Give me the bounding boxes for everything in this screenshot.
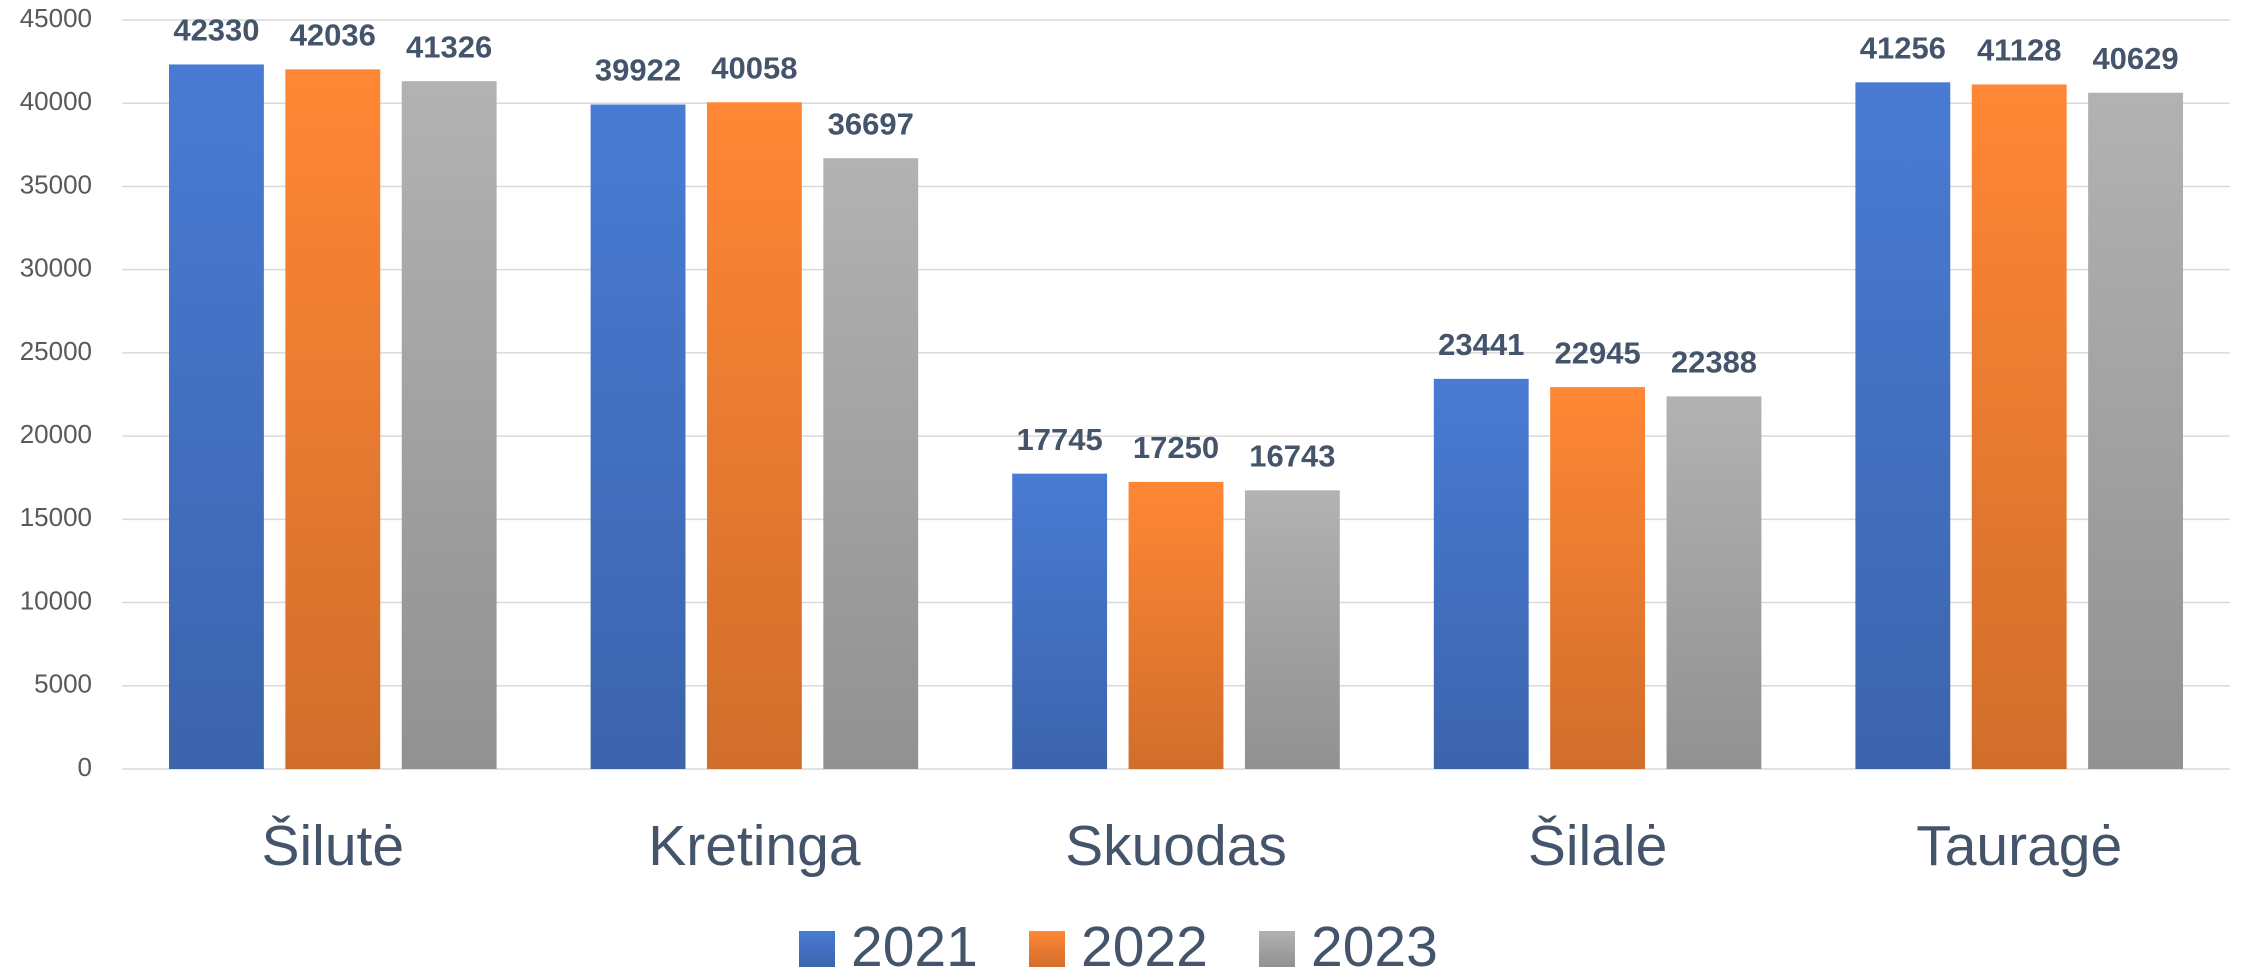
data-label: 42036 xyxy=(290,18,376,53)
x-tick-label: Kretinga xyxy=(648,814,861,878)
bar xyxy=(706,102,802,770)
data-label: 17745 xyxy=(1017,422,1103,457)
bar xyxy=(1855,82,1951,770)
bar xyxy=(1433,378,1529,769)
legend-label: 2021 xyxy=(851,915,978,976)
legend-swatch xyxy=(799,931,835,967)
data-label: 40629 xyxy=(2092,41,2178,76)
bar xyxy=(1971,84,2067,770)
bar xyxy=(2088,92,2183,769)
y-tick-label: 5000 xyxy=(34,669,92,699)
y-tick-label: 15000 xyxy=(20,502,92,532)
y-tick-label: 0 xyxy=(78,752,92,782)
bar xyxy=(1666,396,1762,769)
data-label: 36697 xyxy=(828,106,914,141)
data-label: 41128 xyxy=(1977,33,2062,68)
y-tick-label: 40000 xyxy=(20,86,92,116)
y-tick-label: 10000 xyxy=(20,585,92,615)
legend-swatch xyxy=(1029,931,1065,967)
bar xyxy=(401,81,497,770)
data-label: 42330 xyxy=(173,13,259,48)
data-label: 40058 xyxy=(711,50,797,85)
data-label: 39922 xyxy=(595,53,681,88)
y-tick-label: 45000 xyxy=(20,3,92,33)
y-tick-label: 20000 xyxy=(20,419,92,449)
data-label: 41326 xyxy=(406,29,492,64)
y-tick-label: 25000 xyxy=(20,336,92,366)
data-label: 23441 xyxy=(1438,327,1524,362)
x-tick-label: Skuodas xyxy=(1065,814,1287,878)
x-tick-label: Tauragė xyxy=(1916,814,2122,878)
x-tick-label: Šilutė xyxy=(262,814,405,878)
bar xyxy=(285,69,381,770)
bar xyxy=(1550,387,1646,769)
legend-label: 2023 xyxy=(1311,915,1438,976)
bar xyxy=(1012,473,1108,769)
data-label: 22388 xyxy=(1671,345,1757,380)
bar xyxy=(823,158,919,769)
data-label: 41256 xyxy=(1860,31,1946,66)
x-tick-label: Šilalė xyxy=(1528,814,1667,878)
data-label: 17250 xyxy=(1133,430,1219,465)
bar xyxy=(1128,481,1224,769)
bar xyxy=(1244,490,1340,769)
y-tick-label: 35000 xyxy=(20,169,92,199)
data-label: 16743 xyxy=(1249,439,1335,474)
bar xyxy=(590,104,686,769)
y-tick-label: 30000 xyxy=(20,253,92,283)
legend-swatch xyxy=(1259,931,1295,967)
data-label: 22945 xyxy=(1554,335,1640,370)
bar xyxy=(169,64,264,769)
legend-label: 2022 xyxy=(1081,915,1208,976)
